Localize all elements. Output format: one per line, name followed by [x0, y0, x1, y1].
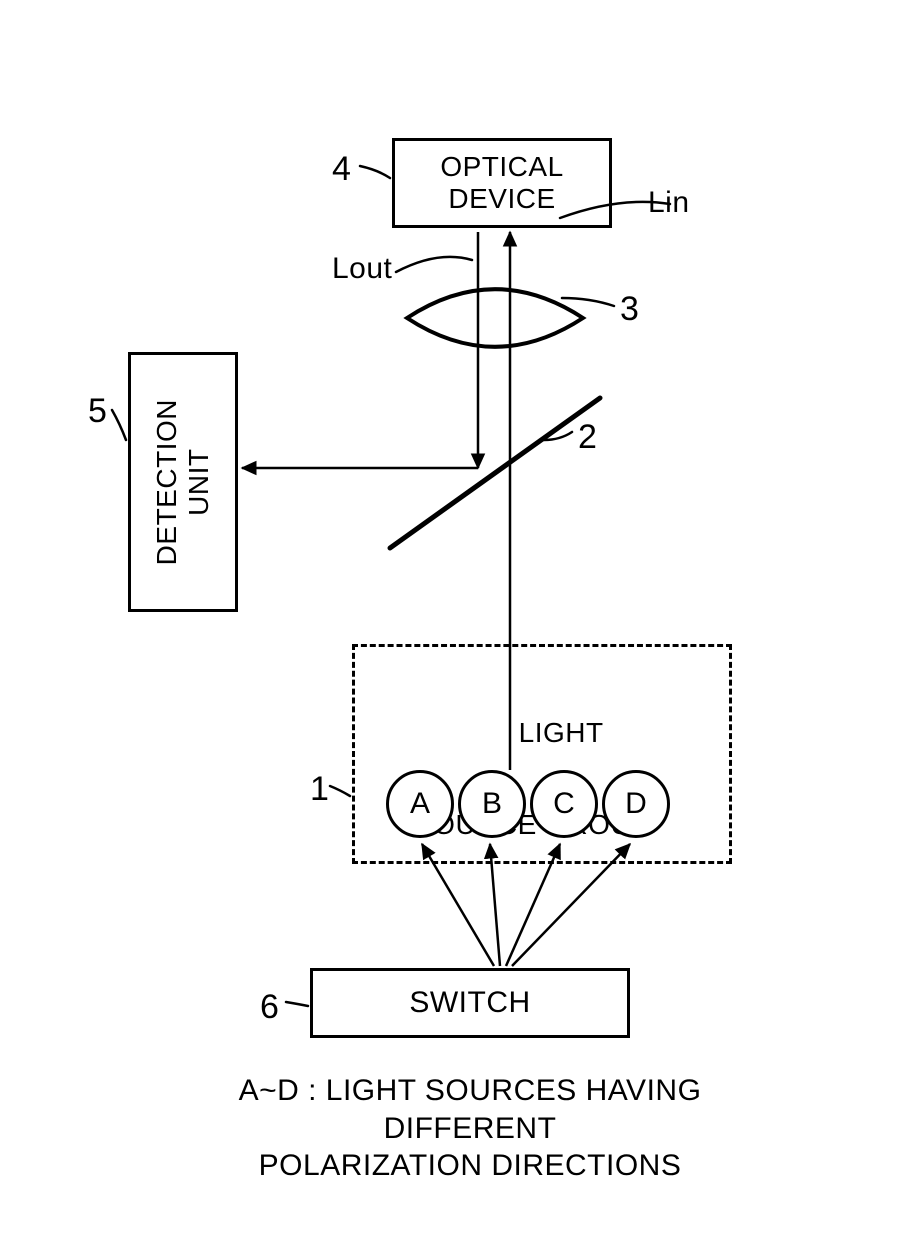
source-a: A: [386, 770, 454, 838]
light-source-group-title-l1: LIGHT: [472, 718, 650, 749]
source-c-label: C: [553, 787, 575, 821]
optical-device-label-l1: OPTICAL: [440, 151, 563, 182]
source-d: D: [602, 770, 670, 838]
detection-unit-label-l1: DETECTION: [151, 399, 182, 565]
ref-2: 2: [578, 418, 597, 457]
source-b-label: B: [482, 787, 502, 821]
ref-5: 5: [88, 392, 107, 431]
switch-box: SWITCH: [310, 968, 630, 1038]
caption-l1: A~D : LIGHT SOURCES HAVING DIFFERENT: [160, 1072, 780, 1147]
detection-unit-label-l2: UNIT: [183, 448, 214, 515]
ref-4: 4: [332, 150, 351, 189]
source-a-label: A: [410, 787, 430, 821]
switch-label: SWITCH: [409, 986, 530, 1020]
optical-device-label-l2: DEVICE: [448, 183, 555, 214]
ref-3: 3: [620, 290, 639, 329]
ref-6: 6: [260, 988, 279, 1027]
source-b: B: [458, 770, 526, 838]
label-lout: Lout: [332, 252, 392, 286]
detection-unit-box: DETECTION UNIT: [128, 352, 238, 612]
label-lin: Lin: [648, 186, 690, 220]
caption-l2: POLARIZATION DIRECTIONS: [160, 1147, 780, 1185]
ref-1: 1: [310, 770, 329, 809]
optical-device-box: OPTICAL DEVICE: [392, 138, 612, 228]
caption: A~D : LIGHT SOURCES HAVING DIFFERENT POL…: [160, 1072, 780, 1185]
diagram-stage: OPTICAL DEVICE DETECTION UNIT LIGHT SOUR…: [0, 0, 898, 1241]
source-c: C: [530, 770, 598, 838]
source-d-label: D: [625, 787, 647, 821]
